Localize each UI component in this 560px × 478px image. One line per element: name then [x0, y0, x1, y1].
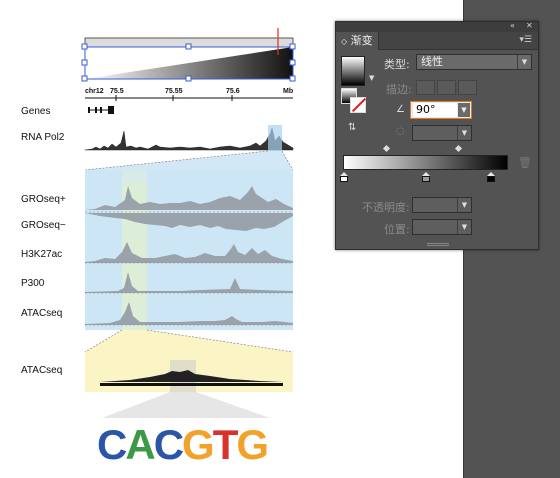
figure-artwork	[81, 28, 296, 418]
track-label-p300: P300	[21, 278, 45, 289]
gradient-slider[interactable]	[343, 155, 508, 170]
selection-handle[interactable]	[289, 43, 296, 50]
chrom-label: chr12	[85, 88, 104, 95]
track-label-genes: Genes	[21, 106, 51, 117]
type-label: 类型:	[384, 58, 410, 71]
panel-tabbar: ◇ 渐变 ▾☰	[336, 32, 538, 50]
chevron-down-icon: ▼	[457, 126, 471, 140]
location-dropdown[interactable]: ▼	[412, 219, 472, 235]
track-label-h3k27ac: H3K27ac	[21, 249, 63, 260]
tab-label: 渐变	[350, 34, 373, 47]
figure-canvas: chr12 75.5 75.55 75.6 Mb Genes RNA Pol2 …	[21, 28, 296, 470]
gradient-stop-gray[interactable]	[422, 172, 430, 182]
gradient-swatch[interactable]	[341, 56, 365, 86]
axis-unit-label: Mb	[283, 88, 294, 95]
selection-handle[interactable]	[81, 43, 88, 50]
groseq-plus-signal	[85, 186, 293, 210]
stroke-label: 描边:	[386, 83, 412, 96]
chevron-down-icon: ▼	[457, 220, 471, 234]
fill-stroke-swatch[interactable]	[341, 88, 367, 114]
selection-handle[interactable]	[185, 43, 192, 50]
location-label: 位置:	[384, 223, 410, 236]
angle-icon: ∠	[396, 104, 405, 115]
track-label-groseq-plus: GROseq+	[21, 194, 66, 205]
track-label-rna-pol2: RNA Pol2	[21, 132, 65, 143]
selection-handle[interactable]	[289, 75, 296, 82]
track-label-atacseq: ATACseq	[21, 308, 63, 319]
track-label-atacseq-zoom: ATACseq	[21, 365, 63, 376]
panel-menu-icon[interactable]: ▾☰	[519, 35, 532, 45]
axis-tick-label: 75.6	[226, 88, 240, 95]
chevron-down-icon: ▼	[457, 198, 471, 212]
chevron-down-icon: ▼	[517, 55, 531, 69]
selection-handle[interactable]	[185, 75, 192, 82]
stroke-within-button[interactable]	[416, 80, 435, 95]
delete-stop-icon[interactable]: 🗑	[518, 156, 532, 169]
track-label-groseq-minus: GROseq−	[21, 220, 66, 231]
groseq-minus-signal	[85, 213, 293, 231]
collapse-panel-button[interactable]: «	[510, 21, 515, 30]
axis-tick-label: 75.5	[110, 88, 124, 95]
selection-handle[interactable]	[289, 59, 296, 66]
selection-handle[interactable]	[81, 59, 88, 66]
angle-input[interactable]: 90° ▼	[410, 101, 472, 119]
selection-handle[interactable]	[81, 75, 88, 82]
panel-titlebar[interactable]: « ✕	[336, 21, 538, 32]
axis-tick-label: 75.55	[165, 88, 183, 95]
type-value: 线性	[421, 55, 443, 68]
opacity-dropdown[interactable]: ▼	[412, 197, 472, 213]
panel-resize-grip[interactable]	[427, 243, 449, 246]
p300-signal	[85, 272, 293, 293]
gradient-stop-white[interactable]	[340, 172, 348, 182]
gradient-panel: « ✕ ◇ 渐变 ▾☰ ▼ 类型: 线性 ▼ 描边: ∠ 90°	[335, 21, 539, 250]
zoom-region	[85, 170, 293, 330]
motif-letter: G	[236, 421, 269, 468]
gradient-wedge	[85, 47, 293, 79]
motif-logo: CACGTG	[97, 420, 269, 470]
motif-letter: A	[125, 421, 155, 468]
tab-toggle-icon: ◇	[341, 37, 348, 46]
h3k27ac-signal	[85, 242, 293, 263]
type-dropdown[interactable]: 线性 ▼	[416, 54, 532, 70]
aspect-ratio-dropdown[interactable]: ▼	[412, 125, 472, 141]
midpoint-diamond[interactable]	[382, 144, 391, 153]
stroke-along-button[interactable]	[437, 80, 456, 95]
opacity-label: 不透明度:	[362, 201, 410, 214]
peak-bar	[100, 383, 283, 386]
gradient-stop-black[interactable]	[487, 172, 495, 182]
midpoint-diamond[interactable]	[454, 144, 463, 153]
motif-letter: T	[212, 421, 239, 468]
reverse-gradient-icon[interactable]: ⇅	[348, 122, 357, 133]
stroke-across-button[interactable]	[458, 80, 477, 95]
atacseq-signal	[85, 302, 293, 325]
pol2-signal	[84, 127, 294, 151]
tab-gradient[interactable]: ◇ 渐变	[336, 32, 379, 50]
motif-letter: G	[182, 421, 215, 468]
chevron-down-icon[interactable]: ▼	[458, 103, 470, 117]
close-panel-button[interactable]: ✕	[526, 21, 533, 30]
atacseq-zoom-signal	[100, 370, 283, 382]
motif-letter: C	[153, 421, 184, 468]
angle-value[interactable]: 90°	[413, 103, 457, 117]
motif-letter: C	[97, 421, 127, 468]
swatch-dropdown-icon[interactable]: ▼	[369, 74, 375, 82]
aspect-ratio-icon: ◌	[396, 126, 405, 137]
